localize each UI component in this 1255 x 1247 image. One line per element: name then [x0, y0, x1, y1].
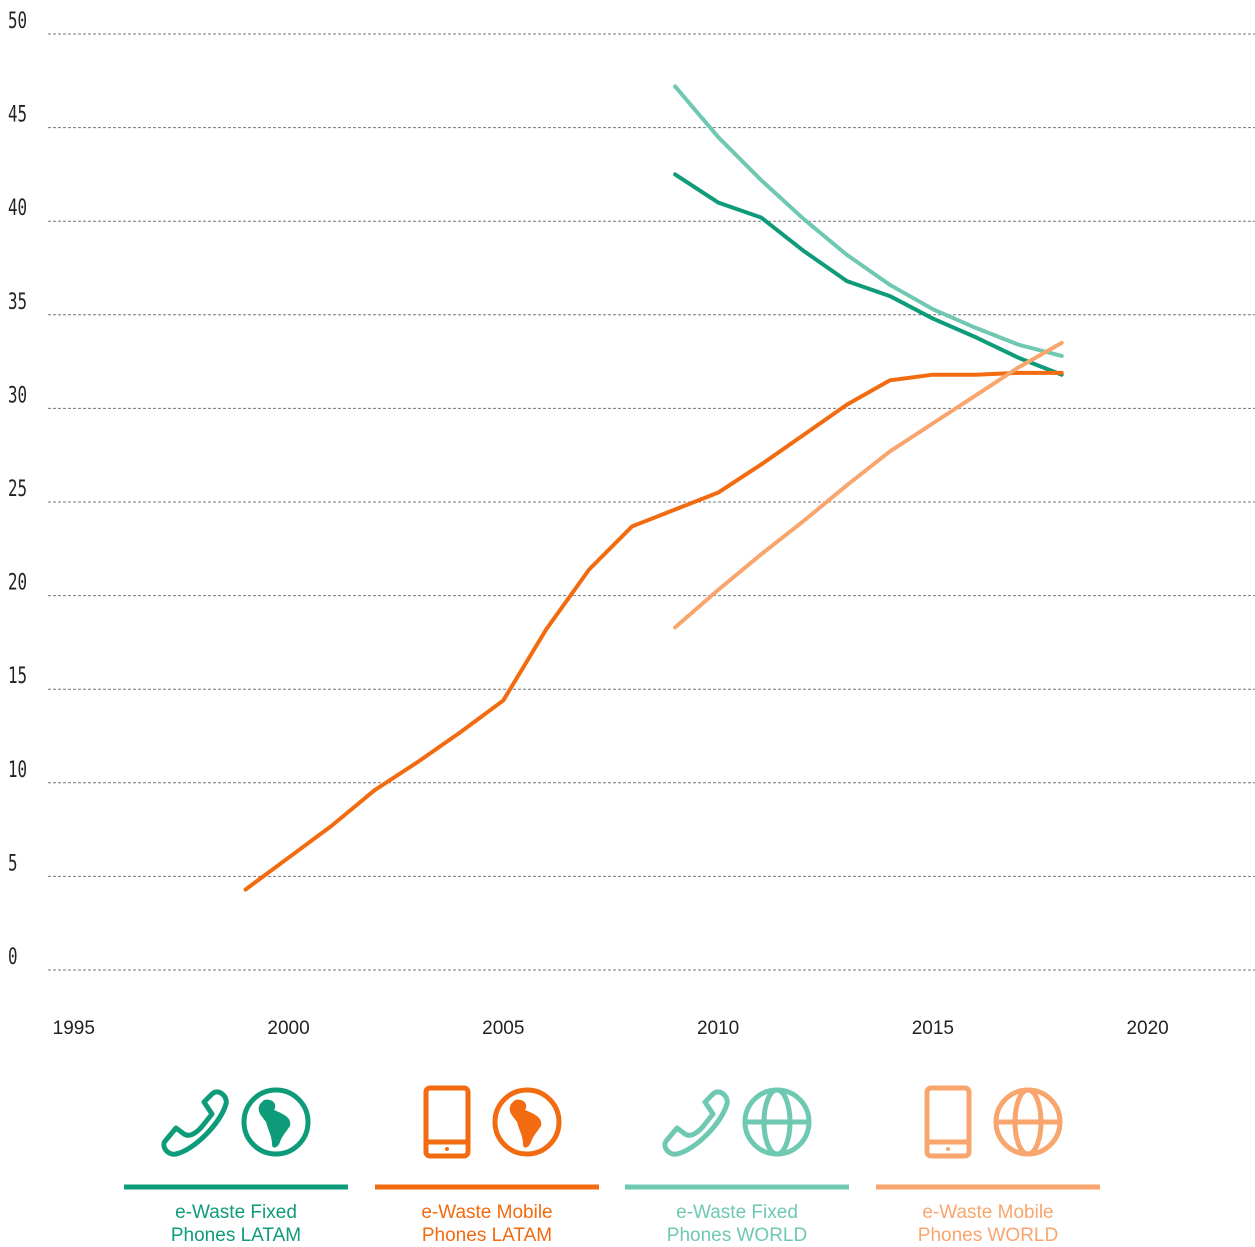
latam-icon [258, 1099, 291, 1148]
y-tick-label: 40 [8, 195, 27, 221]
globe-icon [492, 1087, 562, 1157]
tablet-icon [423, 1085, 471, 1159]
x-tick-label: 1995 [53, 1018, 95, 1039]
x-tick-label: 2020 [1126, 1018, 1168, 1039]
legend-icon [492, 1087, 562, 1157]
y-tick-label: 30 [8, 382, 27, 408]
legend-label: e-Waste Fixed Phones WORLD [666, 1202, 808, 1246]
x-tick-label: 2010 [697, 1018, 739, 1039]
tablet-icon [946, 1147, 950, 1151]
y-tick-label: 25 [8, 475, 27, 501]
legend-icon [423, 1085, 471, 1159]
legend-icon [241, 1087, 311, 1157]
y-tick-label: 35 [8, 288, 27, 314]
series-line [243, 370, 1064, 892]
x-tick-label: 2005 [482, 1018, 524, 1039]
y-tick-label: 45 [8, 101, 27, 127]
x-tick-label: 2000 [267, 1018, 309, 1039]
y-tick-label: 15 [8, 663, 27, 689]
series-line [673, 340, 1064, 630]
y-tick-label: 5 [8, 850, 18, 876]
series-line [673, 172, 1064, 377]
series-line [673, 84, 1064, 358]
latam-icon [509, 1099, 542, 1148]
legend-label: e-Waste Mobile Phones LATAM [421, 1202, 553, 1246]
globe-icon [241, 1087, 311, 1157]
phone-icon [662, 1089, 730, 1157]
legend-icon [662, 1089, 730, 1157]
legend-icon [993, 1087, 1063, 1157]
phone-icon [161, 1089, 229, 1157]
y-tick-label: 50 [8, 7, 27, 33]
y-tick-label: 20 [8, 569, 27, 595]
legend-icon [924, 1085, 972, 1159]
tablet-icon [924, 1085, 972, 1159]
y-tick-label: 10 [8, 756, 27, 782]
legend-icon [742, 1087, 812, 1157]
legend-label: e-Waste Fixed Phones LATAM [170, 1202, 302, 1246]
x-tick-label: 2015 [912, 1018, 954, 1039]
legend-icon [161, 1089, 229, 1157]
y-tick-label: 0 [8, 943, 18, 969]
legend-label: e-Waste Mobile Phones WORLD [917, 1202, 1059, 1246]
tablet-icon [445, 1147, 449, 1151]
